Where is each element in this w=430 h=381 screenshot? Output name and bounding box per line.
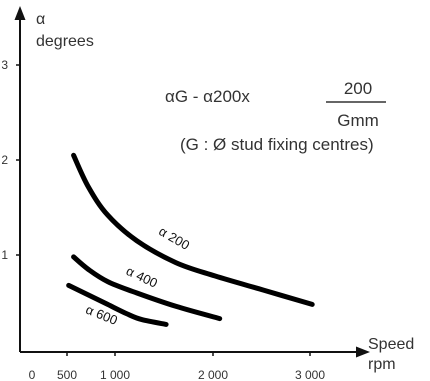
formula-annotation: αG - α200x 200 Gmm (G : Ø stud fixing ce… — [165, 79, 386, 154]
formula-lhs: αG - α200x — [165, 87, 250, 106]
y-axis-label-unit: degrees — [36, 33, 94, 50]
y-axis-arrow — [14, 6, 26, 20]
x-axis-label-unit: rpm — [368, 356, 396, 373]
series-line-2 — [66, 282, 169, 327]
series-layer — [66, 152, 315, 327]
x-tick-label-3000: 3 000 — [295, 368, 325, 381]
series-label-a200: α 200 — [156, 223, 192, 252]
series-line-1 — [71, 254, 223, 322]
x-axis-label-title: Speed — [368, 336, 414, 353]
y-ticks: 1 2 3 — [1, 58, 20, 262]
y-tick-label-1: 1 — [1, 248, 8, 262]
x-ticks: 0 500 1 000 2 000 3 000 — [29, 352, 325, 381]
series-label-a400: α 400 — [124, 263, 160, 290]
formula-denominator: Gmm — [337, 111, 379, 130]
x-tick-label-0: 0 — [29, 368, 36, 381]
formula-numerator: 200 — [344, 79, 372, 98]
series-line-0 — [71, 152, 315, 307]
x-tick-label-1000: 1 000 — [100, 368, 130, 381]
formula-note: (G : Ø stud fixing centres) — [180, 135, 374, 154]
x-tick-label-500: 500 — [57, 368, 77, 381]
y-axis-label-symbol: α — [36, 11, 45, 28]
x-tick-label-2000: 2 000 — [198, 368, 228, 381]
x-axis-arrow — [356, 346, 370, 358]
y-tick-label-2: 2 — [1, 153, 8, 167]
y-tick-label-3: 3 — [1, 58, 8, 72]
